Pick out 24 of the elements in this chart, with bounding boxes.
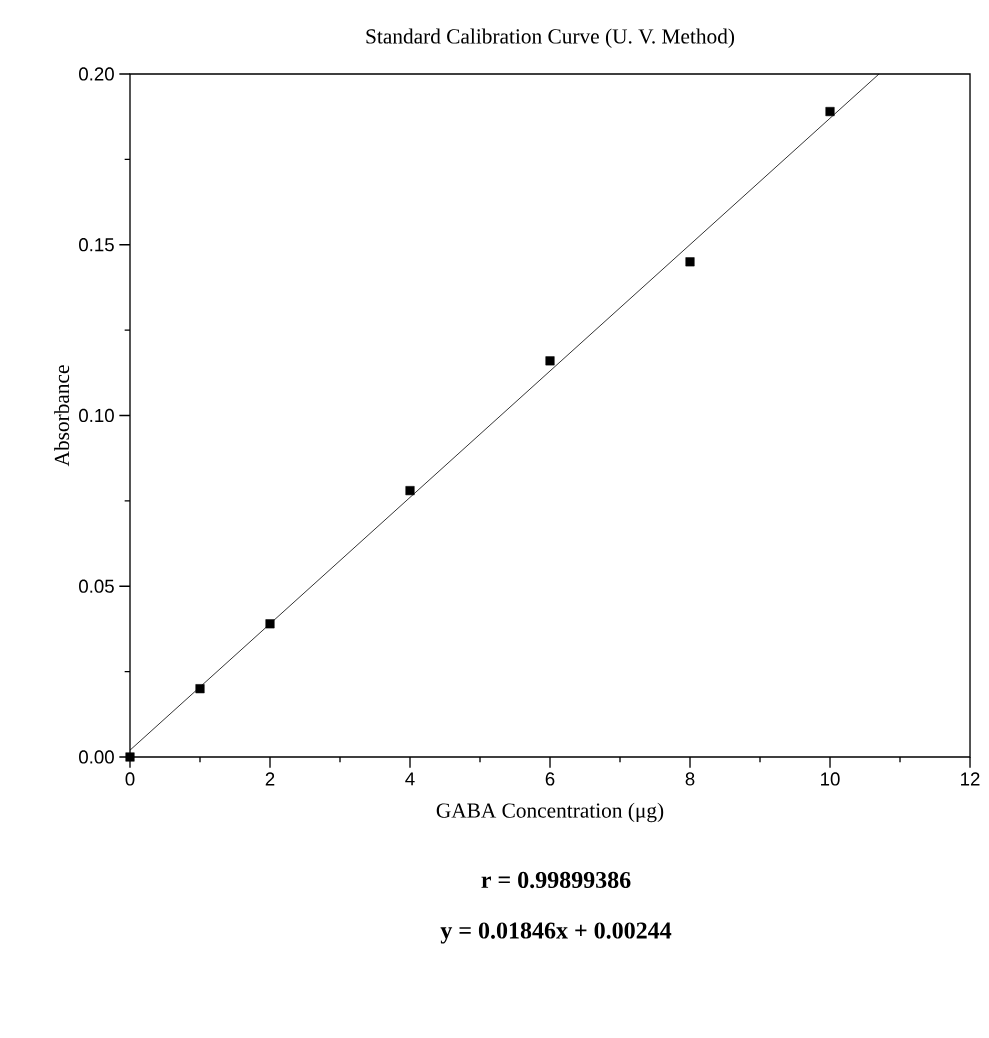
x-tick-label: 12 — [961, 772, 980, 786]
y-tick-label: 0.10 — [79, 408, 114, 423]
y-tick-label: 0.15 — [79, 238, 114, 252]
point — [825, 107, 835, 117]
chart-title: Standard Calibration Curve (U. V. Method) — [366, 28, 735, 48]
y-axis-title: Absorbance — [54, 365, 70, 467]
x-tick-label: 0 — [125, 772, 135, 786]
x-tick-label: 4 — [405, 772, 415, 786]
text: y = 0.01846x + 0.00244 — [440, 922, 672, 944]
y-tick-label: 0.20 — [79, 67, 114, 81]
point — [125, 752, 135, 762]
point — [265, 619, 275, 629]
point — [685, 257, 695, 267]
x-tick-label: 8 — [685, 772, 695, 786]
x-tick-label: 2 — [265, 772, 275, 786]
x-axis-title: GABA Concentration (μg) — [436, 802, 664, 823]
point — [195, 684, 205, 694]
text: r = 0.99899386 — [481, 871, 631, 889]
y-tick-label: 0.05 — [79, 579, 114, 593]
x-tick-label: 10 — [821, 772, 840, 786]
point — [545, 356, 555, 366]
y-tick-label: 0.00 — [79, 750, 114, 764]
x-tick-label: 6 — [545, 772, 555, 786]
point — [405, 486, 415, 496]
